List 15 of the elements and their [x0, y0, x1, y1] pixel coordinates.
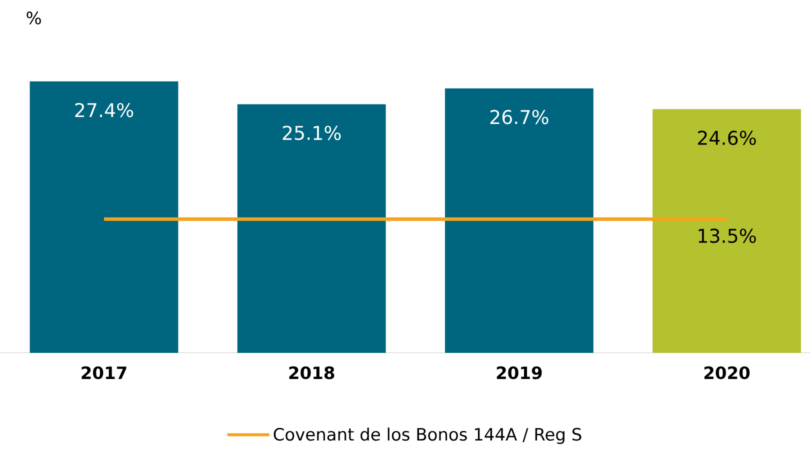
data-label: 26.7% [490, 110, 548, 124]
data-label: 27.4% [75, 103, 134, 118]
bar [237, 104, 386, 353]
data-label: 24.6% [698, 130, 756, 146]
data-label: 13.5% [698, 228, 756, 244]
y-axis-title: % [26, 12, 41, 24]
x-tick-label: 2020 [704, 366, 750, 380]
bar [444, 88, 594, 353]
legend-label: Covenant de los Bonos 144A / Reg S [274, 428, 582, 444]
x-tick-label: 2019 [496, 366, 542, 380]
bar [30, 82, 178, 353]
x-tick-label: 2017 [82, 366, 126, 380]
data-label: 25.1% [282, 126, 341, 140]
x-tick-label: 2018 [289, 366, 334, 380]
bar [652, 109, 801, 353]
